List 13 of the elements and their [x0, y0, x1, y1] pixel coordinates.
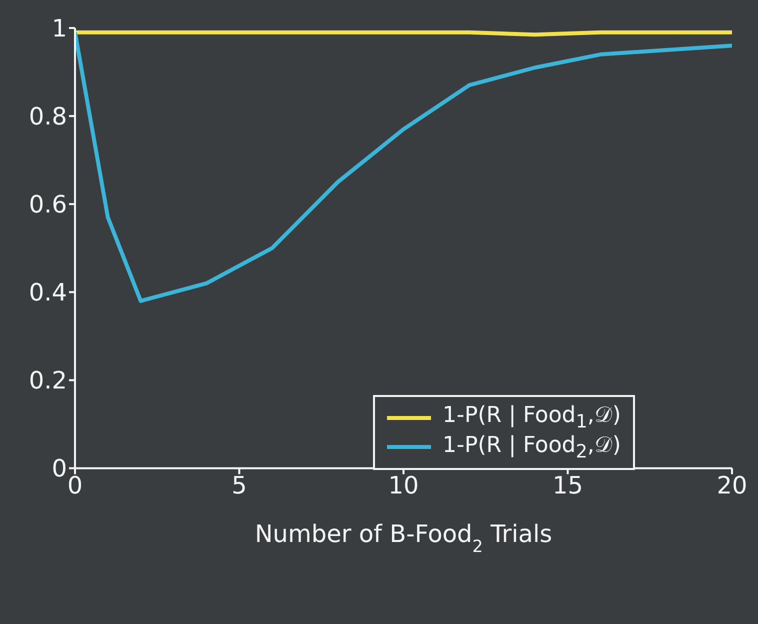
x-axis-title: Number of B-Food$_{2}$ Trials — [254, 520, 552, 556]
y-tick-label: 0.2 — [28, 366, 67, 395]
x-tick-label: 10 — [388, 471, 419, 500]
x-tick-label: 15 — [552, 471, 584, 500]
y-tick-label: 0.8 — [28, 102, 67, 131]
y-tick-label: 0.4 — [28, 278, 67, 307]
y-tick-label: 0.6 — [28, 190, 67, 219]
legend-label: 1-P(R | Food$_{2}$,𝒟) — [442, 432, 621, 462]
line-series — [75, 30, 732, 303]
x-tick-label: 20 — [716, 471, 748, 500]
y-tick-label: 1 — [52, 14, 67, 43]
x-tick-label: 5 — [232, 471, 247, 500]
legend-label: 1-P(R | Food$_{1}$,𝒟) — [442, 403, 621, 433]
